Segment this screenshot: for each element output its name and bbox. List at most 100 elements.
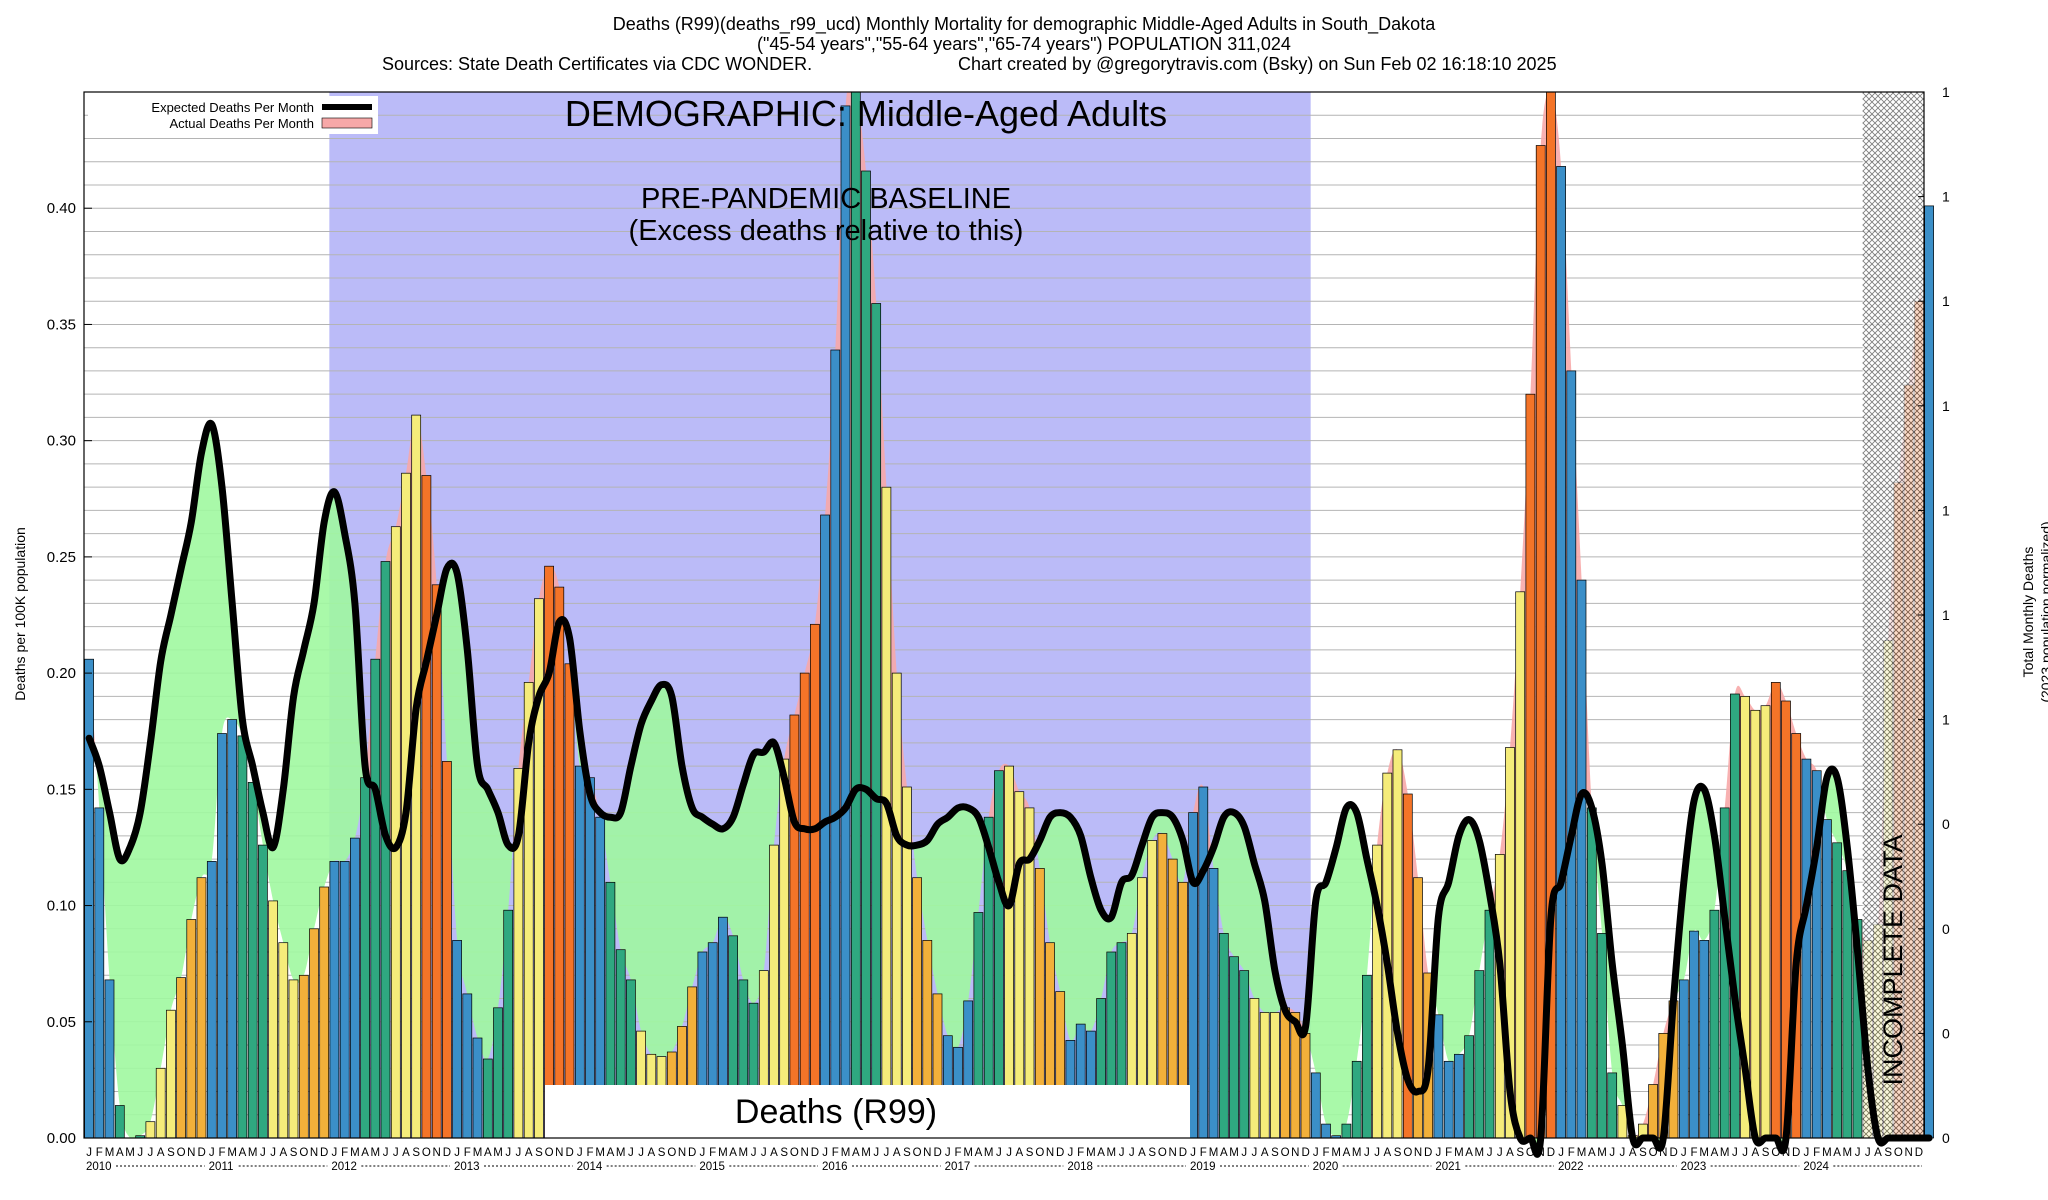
month-tick-label: M: [841, 1147, 851, 1159]
month-tick-label: F: [1077, 1147, 1084, 1159]
month-tick-label: O: [545, 1147, 554, 1159]
bar-168: [1801, 758, 1812, 1139]
bar-26: [350, 837, 360, 1139]
month-tick-label: O: [1281, 1147, 1290, 1159]
month-tick-label: A: [975, 1147, 983, 1159]
month-tick-label: F: [1813, 1147, 1820, 1159]
bar-90: [1004, 765, 1014, 1139]
bar-159: [1709, 909, 1720, 1139]
bar-74: [840, 105, 851, 1139]
bar-68: [779, 758, 790, 1139]
bar-124: [1351, 1060, 1362, 1139]
month-tick-label: J: [1497, 1147, 1503, 1159]
legend-label-actual: Actual Deaths Per Month: [169, 116, 314, 131]
cause-label: Deaths (R99): [735, 1093, 937, 1131]
month-tick-label: J: [628, 1147, 634, 1159]
month-tick-label: J: [761, 1147, 767, 1159]
month-tick-label: J: [332, 1147, 338, 1159]
month-tick-label: M: [1454, 1147, 1464, 1159]
month-tick-label: A: [1220, 1147, 1228, 1159]
month-tick-label: J: [454, 1147, 460, 1159]
bar-11: [196, 877, 207, 1139]
month-tick-label: D: [1547, 1147, 1555, 1159]
month-tick-label: A: [1138, 1147, 1146, 1159]
month-tick-label: J: [1364, 1147, 1370, 1159]
bar-147: [1586, 807, 1597, 1139]
month-tick-label: F: [832, 1147, 839, 1159]
y-tick-label: 0.05: [47, 1014, 76, 1031]
month-tick-label: A: [157, 1147, 165, 1159]
month-tick-label: M: [984, 1147, 994, 1159]
month-tick-label: M: [371, 1147, 381, 1159]
month-tick-label: A: [239, 1147, 247, 1159]
bar-133: [1443, 1060, 1454, 1139]
month-tick-label: M: [350, 1147, 360, 1159]
month-tick-label: O: [913, 1147, 922, 1159]
bar-119: [1300, 1033, 1311, 1139]
right-tick-label: 0: [1942, 1025, 1950, 1041]
bar-10: [186, 919, 197, 1139]
month-tick-label: A: [116, 1147, 124, 1159]
bar-73: [830, 349, 841, 1139]
month-tick-label: A: [1506, 1147, 1514, 1159]
y-tick-label: 0.35: [47, 316, 76, 333]
bar-8: [166, 1009, 176, 1139]
month-tick-label: N: [1291, 1147, 1299, 1159]
chart-sources: Sources: State Death Certificates via CD…: [382, 54, 813, 74]
month-tick-label: D: [197, 1147, 205, 1159]
month-tick-label: J: [751, 1147, 757, 1159]
month-tick-label: O: [299, 1147, 308, 1159]
bar-69: [789, 714, 800, 1139]
month-tick-label: D: [688, 1147, 696, 1159]
incomplete-data-label: INCOMPLETE DATA: [1878, 834, 1908, 1085]
year-tick-label: 2021: [1435, 1161, 1461, 1173]
bar-111: [1218, 933, 1229, 1139]
bar-164: [1760, 705, 1771, 1139]
bar-149: [1607, 1072, 1618, 1139]
month-tick-label: S: [658, 1147, 666, 1159]
month-tick-label: J: [86, 1147, 92, 1159]
month-tick-label: S: [1394, 1147, 1402, 1159]
month-tick-label: O: [790, 1147, 799, 1159]
month-tick-label: N: [1169, 1147, 1177, 1159]
month-tick-label: N: [433, 1147, 441, 1159]
month-tick-label: J: [1609, 1147, 1615, 1159]
month-tick-label: A: [770, 1147, 778, 1159]
month-tick-label: J: [1865, 1147, 1871, 1159]
month-tick-label: O: [1403, 1147, 1412, 1159]
bar-156: [1678, 979, 1689, 1139]
month-tick-label: J: [1313, 1147, 1319, 1159]
month-tick-label: J: [996, 1147, 1002, 1159]
month-tick-label: M: [1352, 1147, 1362, 1159]
bar-39: [482, 1058, 493, 1139]
y-axis-label: Deaths per 100K population: [12, 527, 28, 701]
month-tick-label: J: [822, 1147, 828, 1159]
month-tick-label: M: [595, 1147, 605, 1159]
month-tick-label: F: [1200, 1147, 1207, 1159]
year-tick-label: 2016: [822, 1161, 848, 1173]
right-tick-label: 1: [1942, 293, 1950, 309]
bar-49: [585, 777, 595, 1139]
bar-13: [217, 733, 227, 1139]
month-tick-label: D: [811, 1147, 819, 1159]
bar-146: [1576, 579, 1587, 1139]
month-tick-label: A: [893, 1147, 901, 1159]
month-tick-label: F: [1690, 1147, 1697, 1159]
month-tick-label: F: [954, 1147, 961, 1159]
month-tick-label: D: [1669, 1147, 1677, 1159]
right-tick-label: 1: [1942, 712, 1950, 728]
y-tick-label: 0.20: [47, 665, 76, 682]
month-tick-label: M: [1822, 1147, 1832, 1159]
bar-123: [1341, 1123, 1352, 1139]
bar-117: [1280, 1007, 1290, 1139]
bar-0: [84, 658, 94, 1139]
bar-14: [227, 719, 238, 1139]
year-tick-label: 2017: [945, 1161, 971, 1173]
bar-12: [206, 861, 217, 1139]
bar-3: [114, 1105, 125, 1139]
month-tick-label: S: [1639, 1147, 1647, 1159]
month-tick-label: J: [270, 1147, 276, 1159]
year-tick-label: 2019: [1190, 1161, 1216, 1173]
month-tick-label: A: [1711, 1147, 1719, 1159]
